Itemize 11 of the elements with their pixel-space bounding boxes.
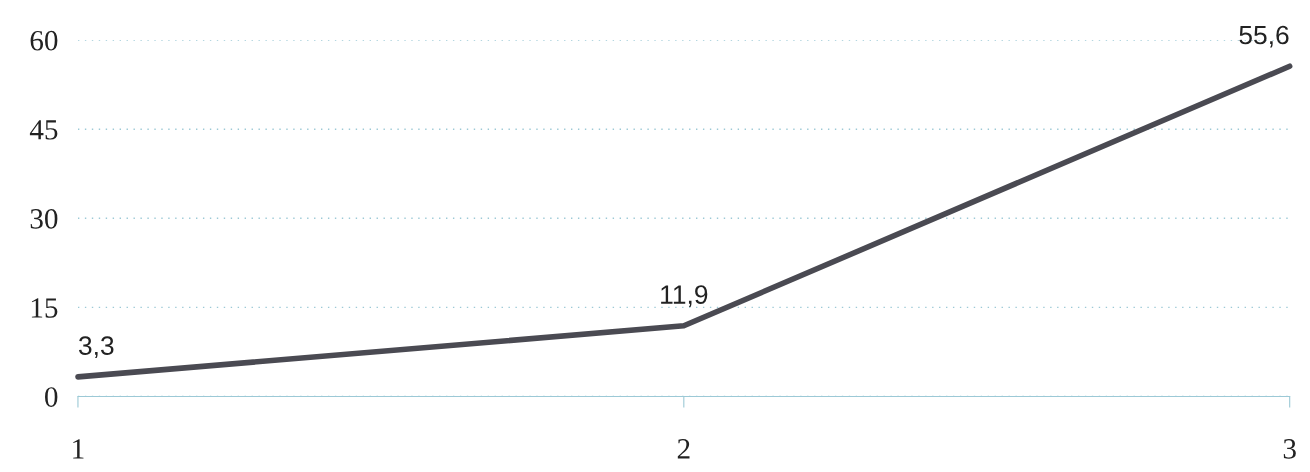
y-tick-label: 60 (30, 30, 58, 51)
x-tick-label: 3 (1283, 439, 1296, 459)
y-tick-label: 30 (30, 209, 58, 229)
x-tick-label: 2 (677, 439, 690, 459)
y-tick-label: 0 (45, 387, 58, 407)
data-label: 55,6 (1239, 25, 1289, 48)
data-label: 11,9 (661, 285, 708, 308)
x-tick-label: 1 (73, 439, 84, 459)
y-tick-label: 15 (31, 298, 58, 318)
data-label: 3,3 (78, 336, 114, 359)
y-tick-label: 45 (29, 120, 58, 140)
